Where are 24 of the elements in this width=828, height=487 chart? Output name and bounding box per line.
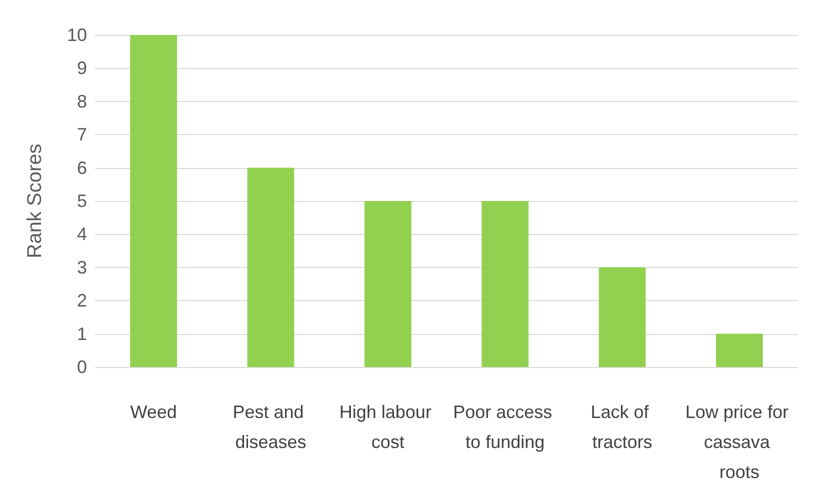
- bar: [364, 201, 412, 367]
- bar: [716, 334, 763, 367]
- y-axis-title: Rank Scores: [24, 144, 46, 258]
- x-tick-label: High labour cost: [339, 402, 436, 452]
- y-tick-label: 2: [76, 290, 87, 311]
- x-tick-label: Lack of tractors: [590, 402, 654, 452]
- x-tick-label: Low price for cassava roots: [685, 402, 794, 482]
- y-tick-label: 3: [76, 257, 87, 278]
- y-tick-label: 7: [76, 124, 87, 145]
- y-tick-label: 9: [76, 58, 87, 78]
- bar: [130, 35, 178, 367]
- y-tick-label: 0: [76, 357, 87, 377]
- y-tick-label: 6: [76, 158, 87, 178]
- y-tick-label: 1: [76, 324, 87, 344]
- bar: [482, 201, 529, 367]
- y-tick-label: 10: [66, 25, 87, 45]
- x-tick-label: Pest and diseases: [232, 402, 309, 452]
- x-tick-label: Poor access to funding: [453, 402, 558, 452]
- y-tick-label: 4: [76, 224, 87, 244]
- x-tick-label: Weed: [130, 402, 177, 422]
- bar: [598, 267, 646, 367]
- y-tick-label: 5: [76, 191, 87, 211]
- bar: [247, 168, 294, 367]
- y-tick-label: 8: [76, 91, 87, 112]
